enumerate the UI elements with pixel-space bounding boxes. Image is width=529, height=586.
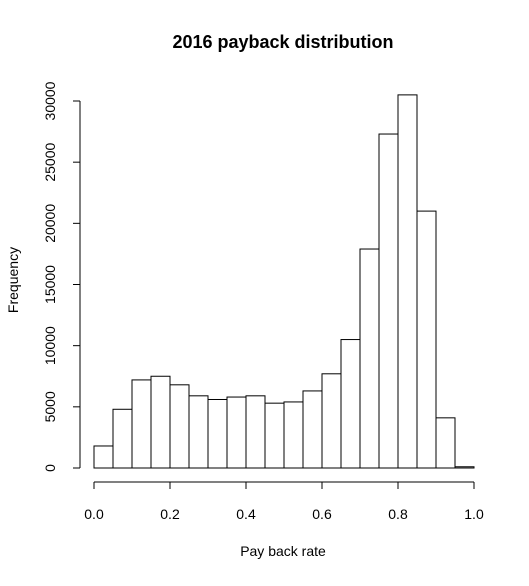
histogram-bar xyxy=(112,408,133,469)
histogram-bar xyxy=(283,401,304,469)
y-axis-label: Frequency xyxy=(5,247,21,313)
y-tick-label: 5000 xyxy=(42,391,58,422)
histogram-bar xyxy=(226,396,247,469)
y-tick-label: 25000 xyxy=(42,142,58,181)
histogram-bar xyxy=(207,398,228,469)
histogram-bar xyxy=(359,248,380,469)
histogram-bar xyxy=(169,384,190,469)
x-axis: 0.0 0.2 0.4 0.6 0.8 1.0 xyxy=(84,481,484,522)
x-tick-label: 0.0 xyxy=(84,506,104,522)
histogram-bar xyxy=(264,402,285,469)
histogram-bar xyxy=(435,417,456,469)
histogram-bar xyxy=(245,395,266,469)
histogram-bar xyxy=(397,94,418,469)
x-tick-label: 0.8 xyxy=(388,506,408,522)
histogram-bar xyxy=(340,339,361,469)
histogram-bar xyxy=(188,395,209,469)
x-axis-label: Pay back rate xyxy=(240,543,326,559)
y-tick-label: 15000 xyxy=(42,265,58,304)
y-axis: 0 5000 10000 15000 20000 25000 30000 xyxy=(42,81,81,472)
x-tick-label: 1.0 xyxy=(464,506,484,522)
histogram-bar xyxy=(321,373,342,469)
y-tick-label: 20000 xyxy=(42,204,58,243)
histogram-bar xyxy=(416,210,437,469)
histogram-bar xyxy=(378,133,399,469)
y-tick-label: 30000 xyxy=(42,81,58,120)
y-tick-label: 0 xyxy=(42,464,58,472)
histogram-bar xyxy=(150,375,171,469)
histogram-bar xyxy=(454,466,475,469)
bars-group xyxy=(93,94,475,469)
x-tick-label: 0.2 xyxy=(160,506,180,522)
x-tick-label: 0.6 xyxy=(312,506,332,522)
histogram-bar xyxy=(131,379,152,469)
y-tick-label: 10000 xyxy=(42,326,58,365)
histogram-bar xyxy=(93,445,114,469)
x-tick-label: 0.4 xyxy=(236,506,256,522)
histogram-bar xyxy=(302,390,323,469)
chart-title: 2016 payback distribution xyxy=(172,32,393,52)
